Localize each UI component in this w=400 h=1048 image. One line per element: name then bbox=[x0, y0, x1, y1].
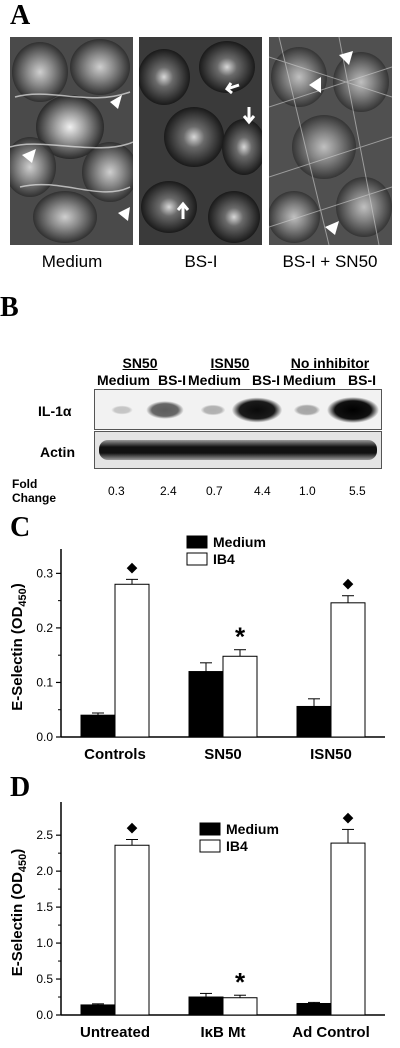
il1a-band bbox=[293, 404, 321, 416]
significance-star: * bbox=[235, 967, 246, 997]
bar-ib4 bbox=[222, 655, 258, 738]
legend-label: Medium bbox=[213, 534, 266, 550]
fold-value: 5.5 bbox=[349, 484, 366, 498]
col-medium-sn50: Medium bbox=[97, 372, 150, 388]
bar-ib4 bbox=[330, 842, 366, 1016]
fold-value: 0.3 bbox=[108, 484, 125, 498]
il1a-band bbox=[200, 404, 226, 416]
fold-label-line2: Change bbox=[12, 491, 57, 505]
il1a-blot bbox=[94, 389, 382, 430]
il1a-band bbox=[231, 397, 283, 423]
bar-ib4 bbox=[222, 997, 258, 1016]
legend-swatch bbox=[186, 552, 208, 566]
legend-swatch bbox=[199, 822, 221, 836]
panel-c-letter: C bbox=[10, 512, 31, 543]
caption-medium: Medium bbox=[41, 252, 103, 271]
il1a-band bbox=[146, 401, 184, 419]
chart-c: E-Selectin (OD450) 0.0 0.1 0.2 0.3 Controls SN… bbox=[9, 534, 385, 763]
y-tick-label: 0.2 bbox=[36, 621, 53, 635]
group-no-inhibitor: No inhibitor bbox=[290, 355, 370, 371]
legend-label: Medium bbox=[226, 821, 279, 837]
micrograph-medium bbox=[10, 37, 133, 245]
col-bsi-noinh: BS-I bbox=[348, 372, 376, 388]
y-tick-label: 0.1 bbox=[36, 675, 53, 689]
x-category-label: Ad Control bbox=[292, 1024, 369, 1041]
x-category-label: IκB Mt bbox=[200, 1024, 245, 1041]
significance-diamond: ◆ bbox=[126, 559, 138, 574]
panel-b-letter: B bbox=[0, 292, 19, 323]
caption-bs-i-sn50: BS-I + SN50 bbox=[282, 252, 378, 271]
significance-diamond: ◆ bbox=[342, 576, 354, 591]
micrograph-bs-i-sn50 bbox=[269, 37, 392, 245]
col-bsi-isn50: BS-I bbox=[252, 372, 280, 388]
y-tick-label: 0.0 bbox=[36, 1008, 53, 1022]
legend-swatch bbox=[186, 535, 208, 549]
col-medium-noinh: Medium bbox=[283, 372, 336, 388]
actin-blot bbox=[94, 431, 382, 469]
fold-change-label: Fold Change bbox=[12, 477, 56, 505]
bar-medium bbox=[80, 714, 116, 738]
row-il1a: IL-1α bbox=[38, 403, 72, 419]
y-axis-label: E-Selectin (OD450) bbox=[9, 849, 29, 977]
col-bsi-sn50: BS-I bbox=[158, 372, 186, 388]
bar-medium bbox=[188, 996, 224, 1016]
fold-value: 0.7 bbox=[206, 484, 223, 498]
panel-d-letter: D bbox=[10, 772, 31, 803]
y-tick-label: 2.0 bbox=[36, 864, 53, 878]
x-category-label: Untreated bbox=[80, 1024, 150, 1041]
fold-value: 2.4 bbox=[160, 484, 177, 498]
bar-medium bbox=[296, 1002, 332, 1016]
significance-diamond: ◆ bbox=[126, 819, 138, 834]
significance-star: * bbox=[235, 622, 246, 652]
x-category-label: ISN50 bbox=[310, 746, 352, 763]
fold-value: 1.0 bbox=[299, 484, 316, 498]
legend-label: IB4 bbox=[226, 838, 248, 854]
bar-ib4 bbox=[330, 602, 366, 738]
micrograph-bs-i bbox=[139, 37, 262, 245]
bar-medium bbox=[296, 705, 332, 738]
chart-d: E-Selectin (OD450) 0.0 0.5 1.0 1.5 2.0 2.5 Untr… bbox=[9, 802, 385, 1041]
fold-label-line1: Fold bbox=[12, 477, 38, 491]
group-isn50: ISN50 bbox=[210, 355, 250, 371]
bar-medium bbox=[80, 1004, 116, 1016]
row-actin: Actin bbox=[40, 444, 75, 460]
significance-diamond: ◆ bbox=[342, 809, 354, 824]
il1a-band bbox=[327, 397, 379, 423]
panel-a-letter: A bbox=[10, 0, 31, 31]
x-category-label: SN50 bbox=[204, 746, 242, 763]
fold-value: 4.4 bbox=[254, 484, 271, 498]
bar-ib4 bbox=[114, 844, 150, 1016]
bar-ib4 bbox=[114, 583, 150, 738]
col-medium-isn50: Medium bbox=[188, 372, 241, 388]
y-tick-label: 2.5 bbox=[36, 828, 53, 842]
y-tick-label: 0.3 bbox=[36, 566, 53, 580]
il1a-band bbox=[111, 405, 133, 415]
bar-medium bbox=[188, 671, 224, 738]
y-axis-label: E-Selectin (OD450) bbox=[9, 583, 29, 711]
y-tick-label: 1.0 bbox=[36, 936, 53, 950]
caption-bs-i: BS-I bbox=[184, 252, 218, 271]
y-tick-label: 1.5 bbox=[36, 900, 53, 914]
group-sn50: SN50 bbox=[122, 355, 158, 371]
y-tick-label: 0.0 bbox=[36, 730, 53, 744]
y-tick-label: 0.5 bbox=[36, 972, 53, 986]
x-category-label: Controls bbox=[84, 746, 146, 763]
legend-swatch bbox=[199, 839, 221, 853]
legend-label: IB4 bbox=[213, 551, 235, 567]
